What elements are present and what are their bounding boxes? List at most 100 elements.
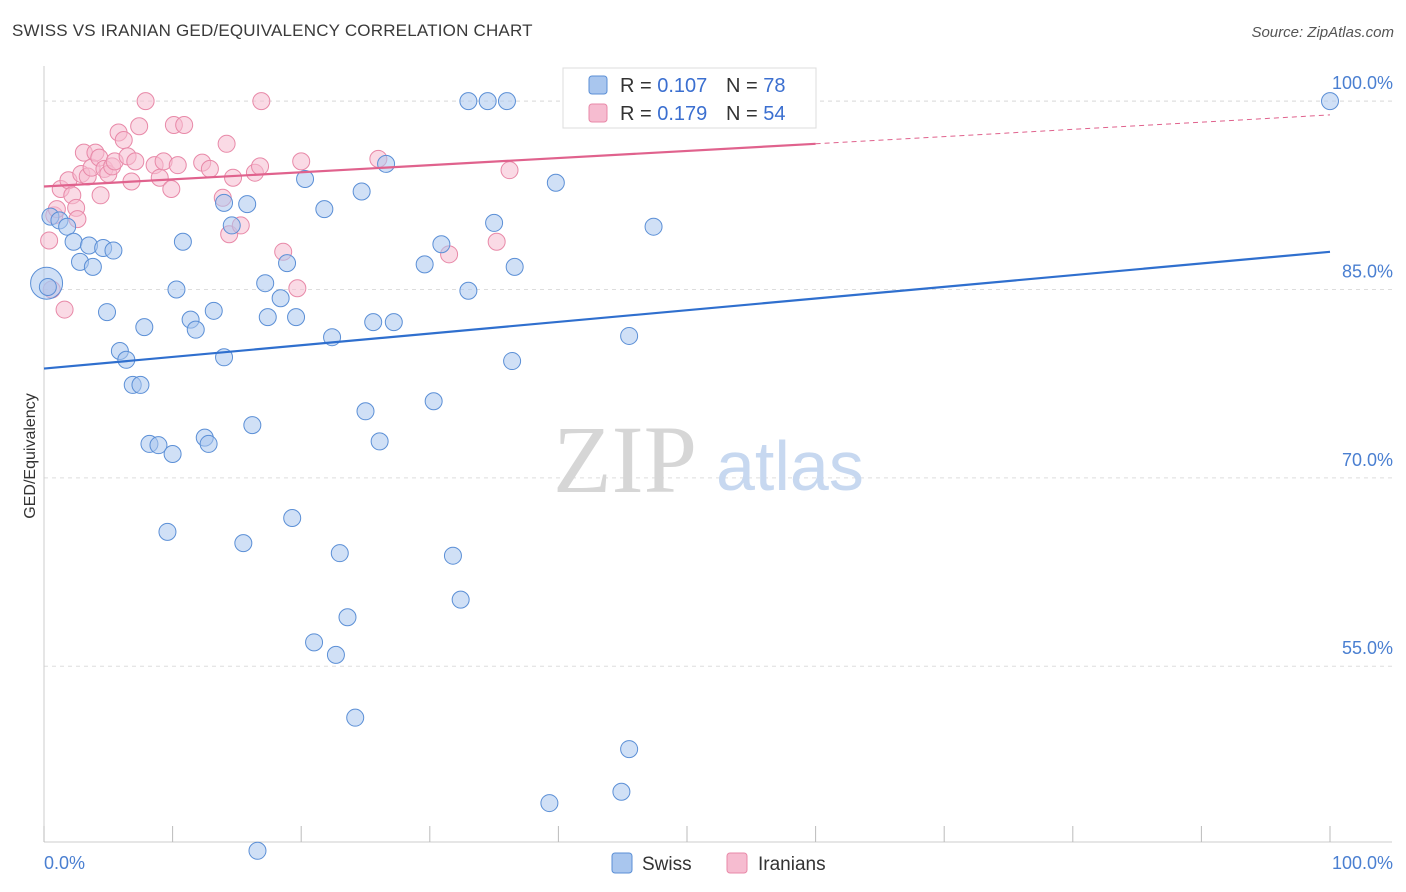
swiss-trend-line <box>43 250 1331 370</box>
y-tick-label: 55.0% <box>1342 638 1393 658</box>
legend-r-label: R = <box>620 75 657 97</box>
iranians-point <box>500 161 519 180</box>
swiss-point <box>149 436 168 455</box>
swiss-point <box>131 375 150 394</box>
swiss-point <box>58 217 77 236</box>
iranians-point <box>200 159 219 178</box>
x-tick-label: 0.0% <box>44 853 85 873</box>
bottom-legend: Swiss Iranians <box>611 852 826 875</box>
swiss-point <box>338 608 357 627</box>
legend-n-label: N = <box>726 103 763 125</box>
legend-r-label: R = <box>620 103 657 125</box>
swiss-point <box>315 200 334 219</box>
iranians-point <box>130 117 149 136</box>
swiss-point <box>1321 92 1339 111</box>
swiss-point <box>305 633 324 652</box>
swiss-point <box>248 841 267 860</box>
iranians-point <box>251 157 270 176</box>
swiss-point <box>271 289 290 308</box>
swiss-point <box>167 280 186 299</box>
swiss-point <box>296 169 315 188</box>
axes <box>43 66 1392 843</box>
source-label: Source: ZipAtlas.com <box>1251 24 1394 41</box>
iranians-point <box>40 231 59 250</box>
swiss-point <box>173 232 192 251</box>
swiss-point <box>215 193 234 212</box>
swiss-point <box>64 232 83 251</box>
y-tick-labels: 55.0% 70.0% 85.0% 100.0% <box>1332 73 1393 658</box>
swiss-point <box>415 255 434 274</box>
iranians-point <box>487 232 506 251</box>
swiss-point <box>459 92 478 111</box>
swiss-point <box>330 544 349 563</box>
swiss-point <box>505 257 524 276</box>
legend-n-value: 78 <box>763 75 785 97</box>
swiss-point <box>238 195 257 214</box>
swiss-point <box>546 173 565 192</box>
swiss-point <box>204 301 223 320</box>
x-tick-label: 100.0% <box>1332 853 1393 873</box>
swiss-point <box>620 740 639 759</box>
swiss-point <box>256 274 275 293</box>
swiss-point <box>384 313 403 332</box>
swiss-point <box>158 522 177 541</box>
bottom-legend-swiss-swatch <box>611 852 633 874</box>
y-tick-label: 70.0% <box>1342 450 1393 470</box>
legend-n-value: 54 <box>763 103 785 125</box>
swiss-point <box>234 534 253 553</box>
gridlines <box>44 100 1392 667</box>
swiss-point <box>370 432 389 451</box>
swiss-point <box>258 308 277 327</box>
trend-lines <box>43 114 1331 370</box>
swiss-point <box>287 308 306 327</box>
iranians-point <box>175 115 194 134</box>
swiss-point <box>644 217 663 236</box>
iranians-point <box>126 152 145 171</box>
swiss-point <box>364 313 383 332</box>
legend-n-label: N = <box>726 75 763 97</box>
swiss-point <box>352 182 371 201</box>
swiss-point <box>540 794 559 813</box>
swiss-point <box>443 546 462 565</box>
swiss-point <box>612 782 631 801</box>
iranians-point <box>55 300 74 319</box>
iranians-point <box>224 168 243 187</box>
swiss-point <box>424 392 443 411</box>
iranians-point <box>292 152 311 171</box>
legend-r-value: 0.107 <box>657 75 707 97</box>
swiss-point <box>38 277 57 296</box>
swiss-point <box>83 257 102 276</box>
legend-swiss-swatch <box>588 75 608 95</box>
iranians-point <box>91 186 110 205</box>
iranians-trend-line <box>43 142 816 188</box>
iranians-point <box>217 134 236 153</box>
legend-row-iranians: R = 0.179 N = 54 <box>620 103 786 125</box>
iranians-point <box>162 180 181 199</box>
swiss-point <box>278 254 297 273</box>
chart-title: SWISS VS IRANIAN GED/EQUIVALENCY CORRELA… <box>12 21 533 40</box>
swiss-point <box>346 708 365 727</box>
bottom-legend-iran-swatch <box>726 852 748 874</box>
swiss-point <box>243 416 262 435</box>
swiss-point <box>222 216 241 235</box>
swiss-point <box>283 509 302 528</box>
swiss-point <box>503 352 522 371</box>
legend-iran-swatch <box>588 103 608 123</box>
iranians-point <box>288 279 307 298</box>
swiss-point <box>104 241 123 260</box>
swiss-point <box>186 320 205 339</box>
iranians-point <box>114 131 133 150</box>
legend-r-value: 0.179 <box>657 103 707 125</box>
iranians-point <box>136 92 155 111</box>
swiss-point <box>135 318 154 337</box>
iranians-trend-extension <box>815 114 1331 145</box>
iranians-point <box>168 156 187 175</box>
swiss-point <box>432 235 451 254</box>
swiss-point <box>451 590 470 609</box>
swiss-point <box>326 645 345 664</box>
legend-row-swiss: R = 0.107 N = 78 <box>620 75 786 97</box>
swiss-point <box>459 281 478 300</box>
swiss-point <box>356 402 375 421</box>
swiss-point <box>377 154 396 173</box>
